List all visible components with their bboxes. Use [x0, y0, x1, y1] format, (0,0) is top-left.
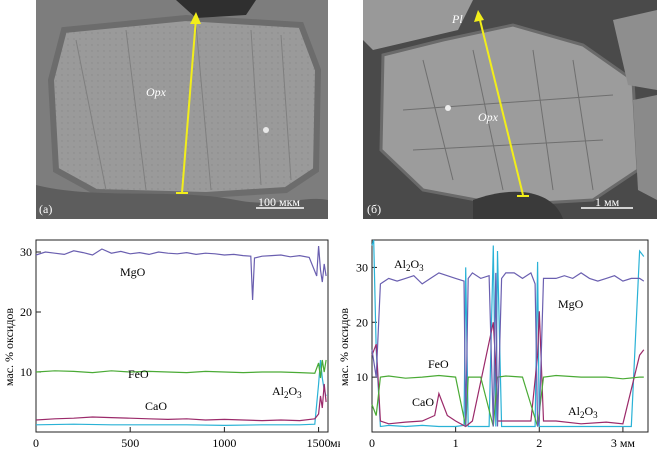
y-tick-label: 20 [356, 315, 368, 329]
scale-label-b: 1 мм [595, 195, 620, 209]
x-tick-label: 3 мм [611, 436, 636, 450]
bse-image-b: Pl Opx (б) 1 мм [363, 0, 657, 219]
oxide-profile-chart-a: мас. % оксидов 10 20 30 0 500 1000 1500мкм MgO F… [2, 239, 340, 450]
y-tick-label: 30 [20, 245, 32, 259]
series-label-cao: CaO [145, 399, 167, 413]
bse-image-a: Opx (а) 100 мкм [36, 0, 328, 219]
y-tick-label: 30 [356, 260, 368, 274]
plot-frame [35, 239, 329, 433]
series-line-feo [35, 359, 327, 379]
y-tick-label: 10 [356, 370, 368, 384]
mineral-label-pl: Pl [452, 12, 463, 26]
mineral-label-opx-b: Opx [478, 110, 498, 124]
series-line-al2o3 [35, 359, 327, 427]
y-axis-label: мас. % оксидов [2, 308, 16, 387]
series-label-feo: FeO [128, 367, 149, 381]
panel-tag-a: (а) [39, 202, 53, 216]
panel-tag-b: (б) [367, 202, 382, 216]
y-axis-label: мас. % оксидов [337, 308, 351, 387]
series-line-mgo [371, 271, 645, 427]
series-label-feo: FeO [428, 357, 449, 371]
x-tick-label: 1 [453, 436, 459, 450]
y-tick-label: 10 [20, 365, 32, 379]
series-label-al2o3: Al2O3 [568, 404, 598, 420]
x-tick-label: 1500 [307, 436, 331, 450]
plot-area: 10 20 30 0 500 1000 1500мкм MgO FeO CaO Al2O3 [20, 239, 340, 450]
series-label-mgo: MgO [120, 265, 146, 279]
series-label-al2o3: Al2O3 [272, 384, 302, 400]
series-line-cao [35, 383, 327, 422]
bse-image-a-drawing [36, 0, 328, 219]
series-line-cao [371, 311, 645, 428]
y-tick-label: 20 [20, 305, 32, 319]
scale-label-a: 100 мкм [258, 195, 301, 209]
x-tick-label: 0 [33, 436, 39, 450]
series-label-cao: CaO [412, 395, 434, 409]
x-unit-label: мкм [330, 436, 340, 450]
x-tick-label: 500 [121, 436, 139, 450]
plot-frame [371, 239, 649, 433]
plot-area: 10 20 30 0 1 2 3 мм Al2O3 MgO FeO CaO Al2O3 [356, 239, 649, 450]
mineral-label-opx-a: Opx [146, 85, 166, 99]
x-tick-label: 1000 [212, 436, 236, 450]
series-label-al2o3: Al2O3 [394, 257, 424, 273]
x-tick-label: 0 [369, 436, 375, 450]
series-line-al2o3 [371, 239, 645, 428]
oxide-profile-chart-b: мас. % оксидов 10 20 30 0 1 2 3 мм Al2O3 MgO FeO C… [337, 239, 649, 450]
x-tick-label: 2 [536, 436, 542, 450]
series-label-mgo: MgO [558, 297, 584, 311]
series-line-mgo [35, 245, 327, 301]
bse-image-b-drawing [363, 0, 657, 219]
